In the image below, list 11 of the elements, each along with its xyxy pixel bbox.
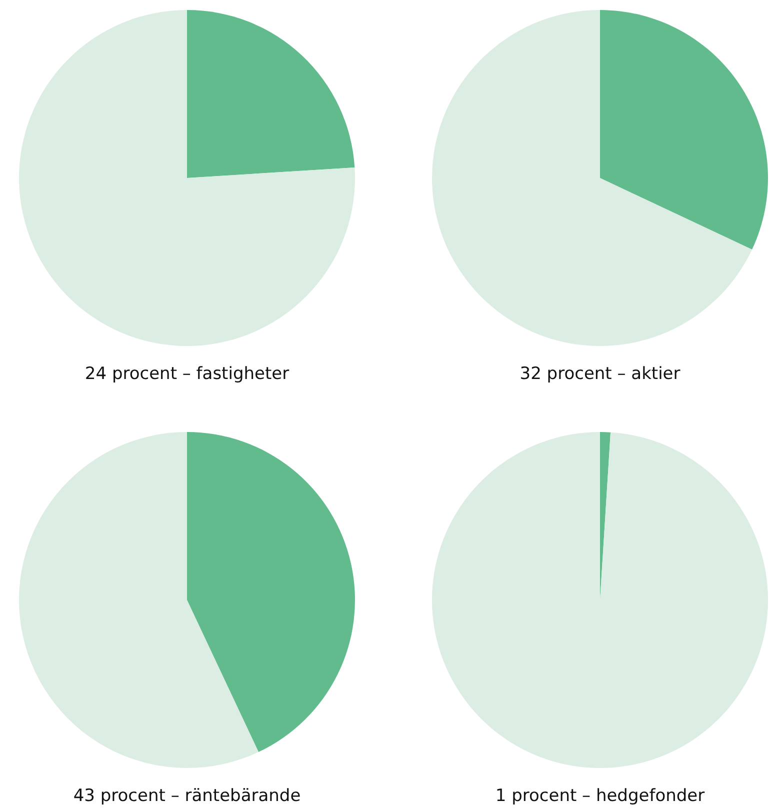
pie-slice [187,10,355,178]
pie-slice [19,432,259,768]
pie-slice [187,432,355,752]
text: 24 procent – fastigheter [84,364,290,384]
text: 43 procent – räntebärande [73,786,301,806]
pie-slice [432,432,768,768]
pie-slice [600,10,768,250]
pie-slice [19,10,355,346]
text: 1 procent – hedgefonder [495,786,705,806]
text: 32 procent – aktier [520,364,680,384]
pie-slice [432,10,752,346]
